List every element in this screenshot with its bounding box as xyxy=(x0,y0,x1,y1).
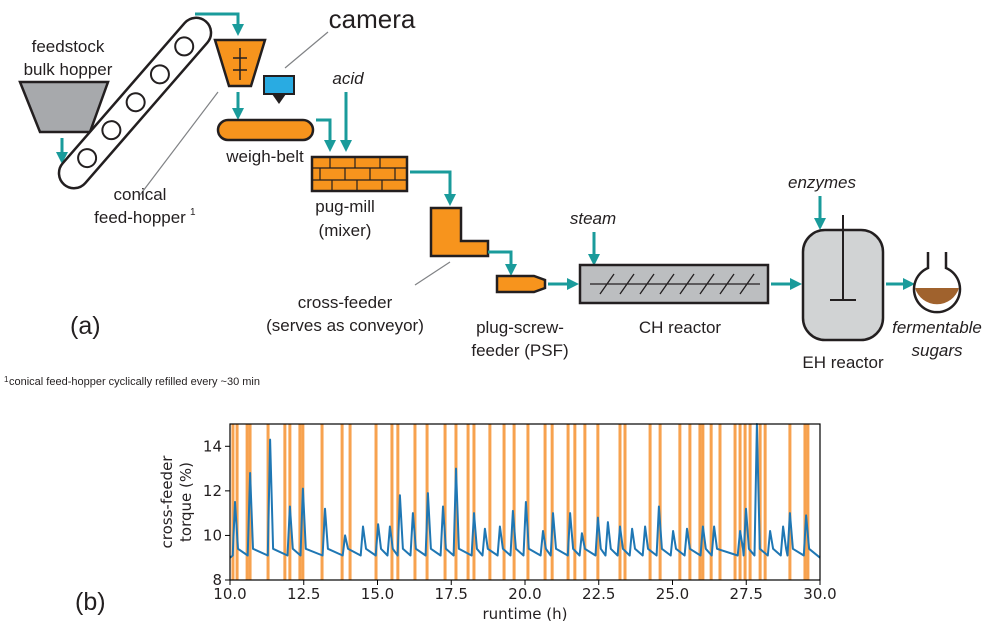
event-band xyxy=(749,424,752,580)
process-diagram: feedstock bulk hopper camera acid weigh-… xyxy=(4,4,982,616)
label: CH reactor xyxy=(639,318,722,337)
label: feeder (PSF) xyxy=(471,341,568,360)
event-band xyxy=(649,424,652,580)
label: cross-feeder xyxy=(298,293,393,312)
arrow xyxy=(488,252,511,270)
event-band xyxy=(321,424,324,580)
event-band xyxy=(678,424,681,580)
event-band xyxy=(349,424,352,580)
event-band xyxy=(246,424,249,580)
label: 1 xyxy=(190,207,196,218)
y-tick-label: 14 xyxy=(203,437,222,455)
event-band xyxy=(710,424,713,580)
camera-icon xyxy=(264,76,294,94)
event-band xyxy=(806,424,809,580)
event-band xyxy=(618,424,621,580)
arrow xyxy=(316,120,330,146)
x-tick-label: 27.5 xyxy=(730,585,763,603)
panel-label: (a) xyxy=(70,312,101,340)
event-band xyxy=(788,424,791,580)
x-tick-label: 22.5 xyxy=(582,585,615,603)
label: conical xyxy=(114,185,167,204)
event-band xyxy=(659,424,662,580)
label: EH reactor xyxy=(802,353,884,372)
x-tick-label: 17.5 xyxy=(435,585,468,603)
y-tick-label: 12 xyxy=(203,482,222,500)
leader-line xyxy=(415,262,450,285)
event-band xyxy=(488,424,491,580)
event-band xyxy=(467,424,470,580)
y-axis-label: torque (%) xyxy=(177,462,195,542)
arrow xyxy=(410,172,450,200)
event-band xyxy=(803,424,806,580)
x-axis-label: runtime (h) xyxy=(482,605,567,623)
label: feedstock xyxy=(32,37,105,56)
x-tick-label: 12.5 xyxy=(287,585,320,603)
event-band xyxy=(503,424,506,580)
event-band xyxy=(596,424,599,580)
event-band xyxy=(298,424,301,580)
torque-line xyxy=(230,424,820,558)
label: pug-mill xyxy=(315,197,375,216)
y-tick-label: 8 xyxy=(212,571,222,589)
event-band xyxy=(390,424,393,580)
event-band xyxy=(551,424,554,580)
event-band xyxy=(472,424,475,580)
pug-mill xyxy=(312,157,407,191)
event-band xyxy=(413,424,416,580)
label: steam xyxy=(570,209,616,228)
event-band xyxy=(739,424,742,580)
leader-line xyxy=(285,32,328,68)
label: sugars xyxy=(911,341,963,360)
x-tick-label: 25.0 xyxy=(656,585,689,603)
figure: feedstock bulk hopper camera acid weigh-… xyxy=(0,0,985,623)
plug-screw-feeder xyxy=(497,276,545,292)
event-band xyxy=(764,424,767,580)
event-band xyxy=(444,424,447,580)
event-band xyxy=(734,424,737,580)
event-band xyxy=(375,424,378,580)
x-tick-label: 15.0 xyxy=(361,585,394,603)
event-band xyxy=(341,424,344,580)
event-band xyxy=(513,424,516,580)
label: camera xyxy=(329,4,416,34)
event-band xyxy=(567,424,570,580)
event-band xyxy=(701,424,704,580)
event-band xyxy=(744,424,747,580)
event-band xyxy=(544,424,547,580)
event-band xyxy=(688,424,691,580)
panel-label: (b) xyxy=(75,588,106,616)
weigh-belt xyxy=(218,120,313,140)
x-tick-label: 20.0 xyxy=(508,585,541,603)
footnote: conical feed-hopper cyclically refilled … xyxy=(9,376,260,388)
label: feed-hopper xyxy=(94,208,186,227)
label: weigh-belt xyxy=(225,147,304,166)
camera-mount xyxy=(272,94,286,104)
torque-chart: cross-feeder torque (%) runtime (h) 10.0… xyxy=(158,424,837,623)
cross-feeder xyxy=(431,208,488,256)
label: plug-screw- xyxy=(476,318,564,337)
label: (mixer) xyxy=(319,221,372,240)
event-band xyxy=(283,424,286,580)
event-band xyxy=(583,424,586,580)
label: bulk hopper xyxy=(24,60,113,79)
event-band xyxy=(288,424,291,580)
event-band xyxy=(718,424,721,580)
label: fermentable xyxy=(892,318,982,337)
event-band xyxy=(573,424,576,580)
label: acid xyxy=(332,69,364,88)
event-band xyxy=(624,424,627,580)
label: enzymes xyxy=(788,173,857,192)
x-tick-label: 30.0 xyxy=(803,585,836,603)
event-band xyxy=(236,424,239,580)
y-tick-label: 10 xyxy=(203,526,222,544)
label: (serves as conveyor) xyxy=(266,316,424,335)
event-band xyxy=(698,424,701,580)
y-axis-label: cross-feeder xyxy=(158,455,176,549)
